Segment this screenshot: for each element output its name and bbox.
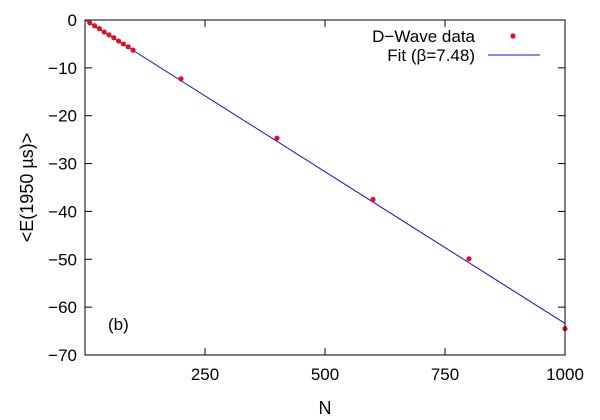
data-point bbox=[96, 26, 102, 32]
ticks-layer: 0 −10 −20 −30 −40 −50 −60 −70 250 500 750 1000 bbox=[48, 11, 584, 384]
data-point bbox=[120, 41, 126, 47]
legend-label-fit: Fit (β=7.48) bbox=[387, 46, 475, 65]
data-point bbox=[106, 32, 112, 38]
data-point bbox=[111, 35, 117, 41]
plot-frame bbox=[84, 19, 566, 356]
data-point bbox=[92, 23, 98, 29]
fit-layer bbox=[84, 19, 566, 324]
y-tick-label: −50 bbox=[48, 250, 77, 269]
y-axis-label: <E(1950 µs)> bbox=[17, 133, 37, 242]
legend-label-data: D−Wave data bbox=[372, 27, 475, 46]
data-point bbox=[178, 76, 184, 82]
data-point bbox=[466, 256, 472, 262]
y-tick-label: −60 bbox=[48, 298, 77, 317]
fit-line bbox=[84, 19, 566, 324]
y-tick-label: −40 bbox=[48, 202, 77, 221]
data-point bbox=[125, 44, 131, 50]
y-tick-label: −70 bbox=[48, 346, 77, 365]
y-tick-label: −30 bbox=[48, 155, 77, 174]
data-point bbox=[116, 38, 122, 44]
data-point bbox=[87, 20, 93, 26]
data-point bbox=[370, 196, 376, 203]
x-tick-label: 250 bbox=[191, 365, 219, 384]
y-tick-label: −20 bbox=[48, 107, 77, 126]
points-layer bbox=[87, 20, 568, 332]
x-tick-label: 750 bbox=[431, 365, 459, 384]
x-axis-label: N bbox=[319, 398, 332, 418]
legend: D−Wave data Fit (β=7.48) bbox=[372, 27, 540, 65]
legend-marker-data bbox=[510, 33, 516, 39]
data-point bbox=[130, 47, 136, 53]
y-tick-label: −10 bbox=[48, 59, 77, 78]
data-point bbox=[274, 135, 280, 141]
x-tick-label: 500 bbox=[311, 365, 339, 384]
x-tick-label: 1000 bbox=[546, 365, 584, 384]
panel-label: (b) bbox=[108, 315, 129, 334]
y-tick-label: 0 bbox=[68, 11, 77, 30]
data-point bbox=[101, 29, 107, 35]
